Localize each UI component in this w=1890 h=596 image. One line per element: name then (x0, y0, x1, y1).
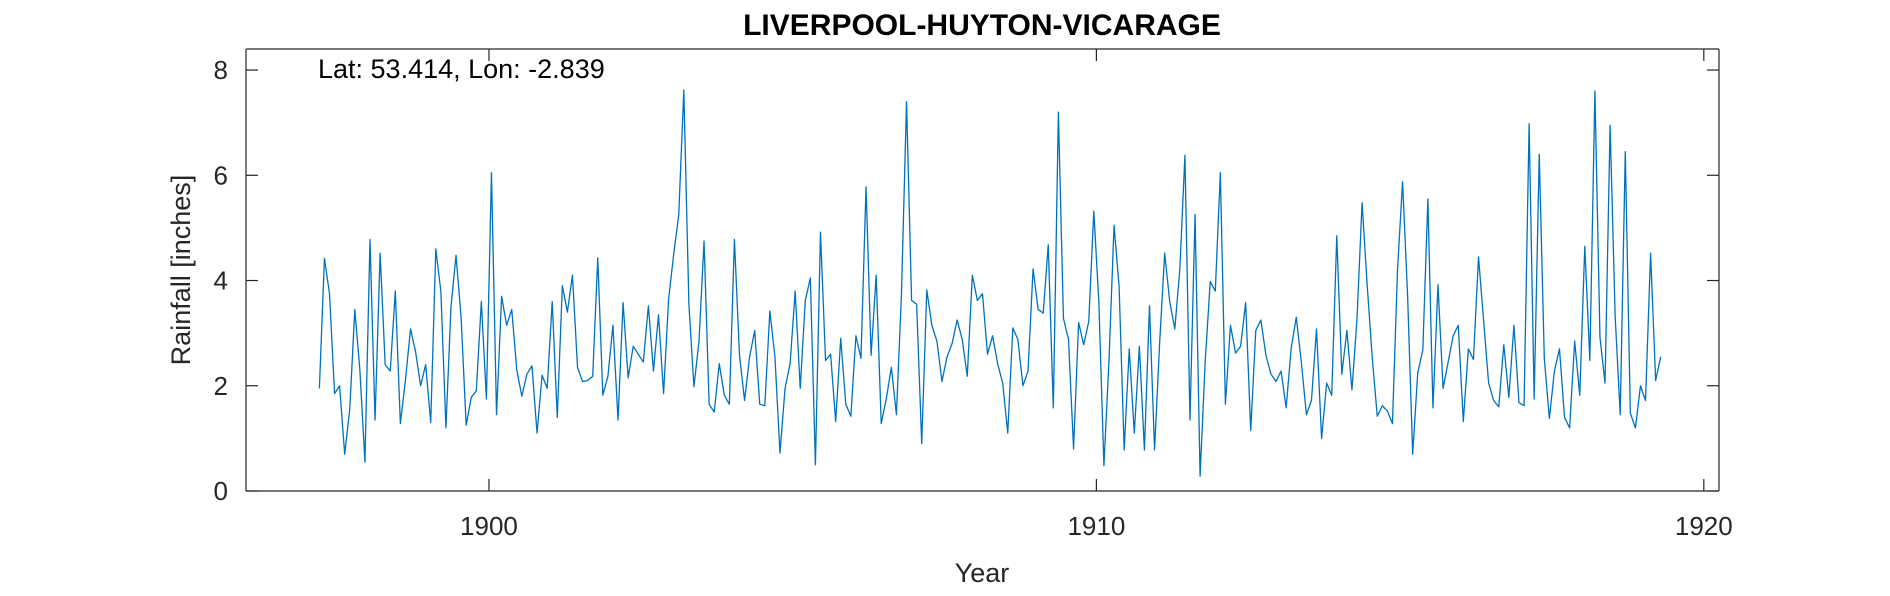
rainfall-series-line (318, 89, 1662, 477)
x-tick-label: 1910 (1067, 511, 1125, 541)
ticks-layer: 1900 1910 1920 0 2 4 6 8 (214, 49, 1733, 541)
location-annotation: Lat: 53.414, Lon: -2.839 (318, 54, 605, 84)
axes-background (246, 49, 1719, 491)
y-axis-label: Rainfall [inches] (166, 175, 196, 366)
series-layer (318, 89, 1662, 477)
y-tick-label: 0 (214, 476, 228, 506)
y-tick-label: 4 (214, 266, 228, 296)
y-tick-label: 8 (214, 55, 228, 85)
y-tick-label: 2 (214, 371, 228, 401)
chart-title: LIVERPOOL-HUYTON-VICARAGE (743, 9, 1221, 42)
x-axis-label: Year (955, 558, 1010, 588)
x-tick-label: 1920 (1675, 511, 1733, 541)
axes-frame (245, 48, 1720, 492)
y-tick-label: 6 (214, 160, 228, 190)
x-tick-label: 1900 (460, 511, 518, 541)
